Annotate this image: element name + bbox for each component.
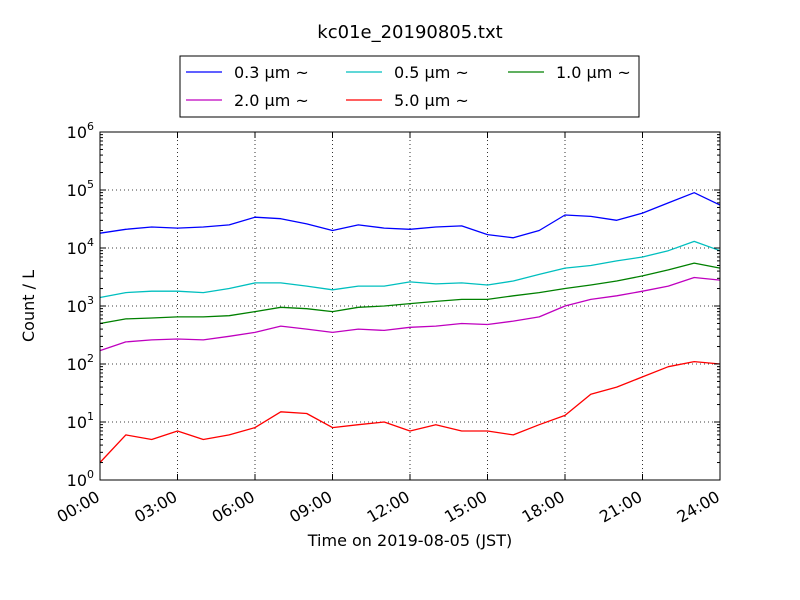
x-axis-label: Time on 2019-08-05 (JST) [307, 531, 512, 550]
x-tick-label: 21:00 [596, 487, 645, 527]
x-tick-label: 00:00 [54, 487, 103, 527]
legend-label-0: 0.3 µm ~ [234, 63, 309, 82]
y-tick-label: 104 [67, 236, 94, 258]
series-line-1 [99, 240, 721, 299]
legend-label-3: 2.0 µm ~ [234, 91, 309, 110]
y-axis-label: Count / L [19, 270, 38, 342]
chart-title: kc01e_20190805.txt [317, 22, 502, 43]
y-tick-label: 106 [67, 120, 94, 142]
x-tick-label: 24:00 [674, 487, 723, 527]
x-tick-label: 03:00 [131, 487, 180, 527]
x-tick-label: 06:00 [209, 487, 258, 527]
legend-box [179, 55, 640, 118]
y-tick-label: 101 [67, 410, 94, 432]
series-line-4 [99, 360, 721, 463]
y-tick-label: 102 [67, 352, 94, 374]
series-line-0 [99, 192, 721, 239]
x-tick-label: 18:00 [519, 487, 568, 527]
series-line-3 [99, 276, 721, 352]
grid-lines [100, 132, 720, 480]
x-tick-label: 12:00 [364, 487, 413, 527]
x-tick-label: 09:00 [286, 487, 335, 527]
legend-label-2: 1.0 µm ~ [556, 63, 631, 82]
y-tick-label: 100 [67, 468, 94, 490]
legend-label-4: 5.0 µm ~ [394, 91, 469, 110]
x-tick-label: 15:00 [441, 487, 490, 527]
y-tick-label: 105 [67, 178, 94, 200]
legend-label-1: 0.5 µm ~ [394, 63, 469, 82]
series-lines [99, 192, 721, 463]
series-line-2 [99, 262, 721, 325]
y-tick-label: 103 [67, 294, 94, 316]
legend: 0.3 µm ~ 0.5 µm ~ 1.0 µm ~ 2.0 µm ~ 5.0 µm ~ [179, 55, 640, 118]
